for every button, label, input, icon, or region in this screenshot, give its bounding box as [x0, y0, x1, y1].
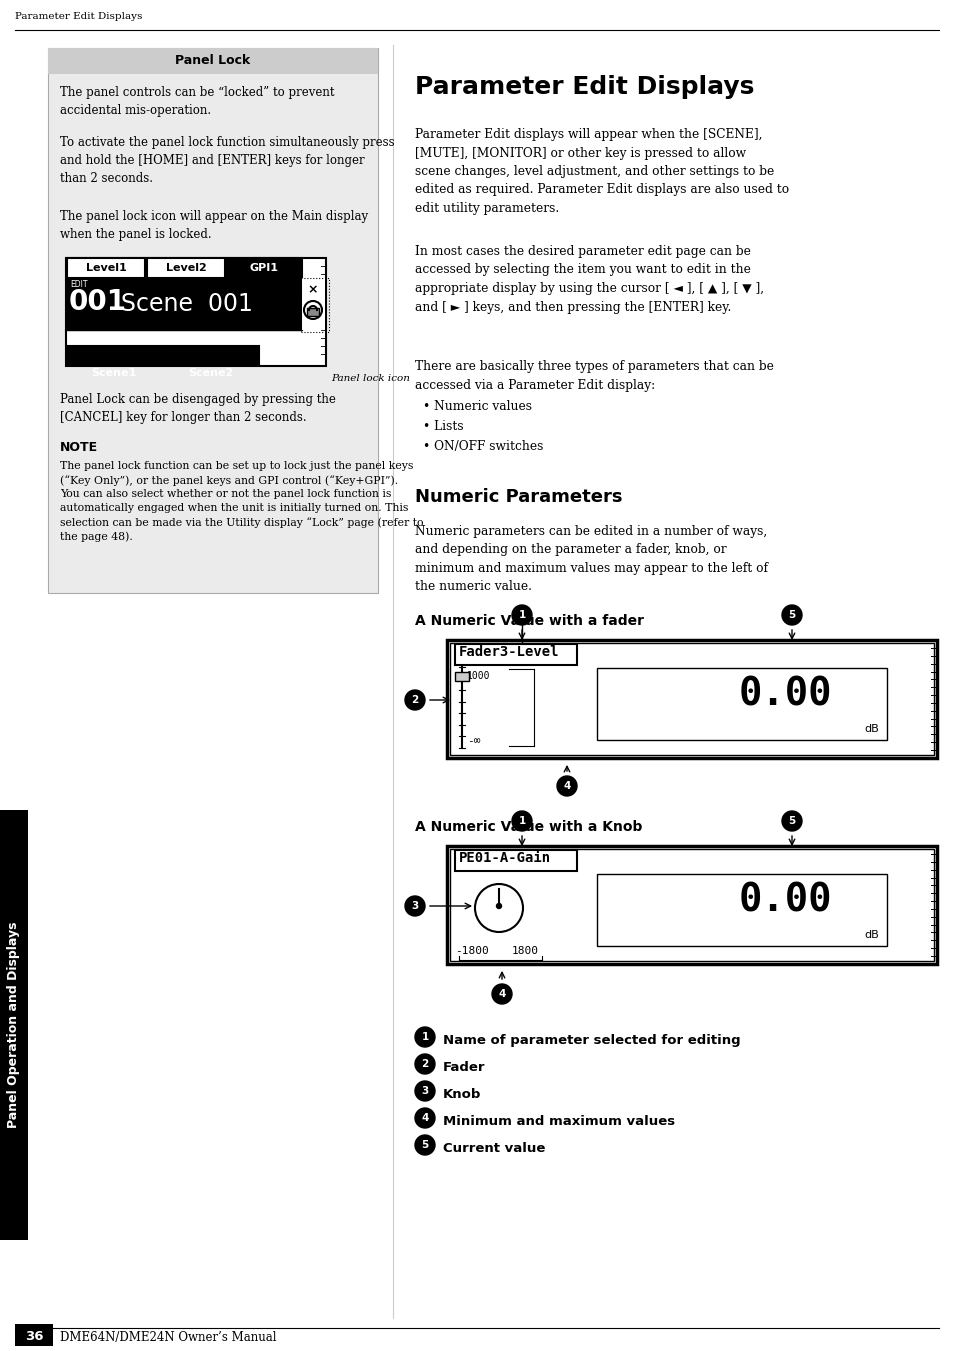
Text: Current value: Current value: [442, 1142, 545, 1155]
Bar: [447, 640, 936, 758]
Bar: [307, 308, 318, 316]
Bar: [0, 811, 28, 1240]
Circle shape: [304, 301, 322, 319]
Text: 5: 5: [787, 816, 795, 825]
Text: Fader: Fader: [442, 1061, 485, 1074]
Text: The panel lock function can be set up to lock just the panel keys
(“Key Only”), : The panel lock function can be set up to…: [60, 461, 423, 542]
Text: Scene  001: Scene 001: [121, 292, 253, 316]
Text: 0.00: 0.00: [738, 882, 831, 920]
Circle shape: [512, 605, 532, 626]
Bar: [597, 874, 886, 946]
Text: 5: 5: [421, 1140, 428, 1150]
Text: • Lists: • Lists: [422, 420, 463, 434]
Circle shape: [557, 775, 577, 796]
Circle shape: [415, 1054, 435, 1074]
Bar: [227, 258, 302, 278]
Text: 1: 1: [517, 611, 525, 620]
Bar: [48, 49, 377, 74]
Circle shape: [475, 884, 522, 932]
Bar: [67, 258, 145, 278]
Bar: [302, 278, 325, 330]
Bar: [67, 278, 302, 330]
Bar: [147, 258, 225, 278]
Text: Panel Operation and Displays: Panel Operation and Displays: [8, 921, 20, 1128]
Bar: [450, 848, 933, 961]
Text: Level1: Level1: [86, 263, 126, 273]
Text: -1800: -1800: [455, 946, 488, 957]
Text: Level2: Level2: [166, 263, 206, 273]
Text: Minimum and maximum values: Minimum and maximum values: [442, 1115, 675, 1128]
Text: To activate the panel lock function simultaneously press
and hold the [HOME] and: To activate the panel lock function simu…: [60, 136, 395, 185]
Text: 2: 2: [421, 1059, 428, 1069]
Text: ×: ×: [308, 282, 318, 296]
Text: 1: 1: [517, 816, 525, 825]
Text: The panel controls can be “locked” to prevent
accidental mis-operation.: The panel controls can be “locked” to pr…: [60, 86, 335, 118]
Bar: [597, 667, 886, 740]
Text: 4: 4: [562, 781, 570, 790]
Circle shape: [415, 1081, 435, 1101]
Text: Panel lock icon: Panel lock icon: [331, 374, 410, 382]
Text: The panel lock icon will appear on the Main display
when the panel is locked.: The panel lock icon will appear on the M…: [60, 209, 368, 240]
Text: Scene2: Scene2: [188, 367, 233, 378]
Text: A Numeric Value with a Knob: A Numeric Value with a Knob: [415, 820, 641, 834]
Text: dB: dB: [863, 929, 878, 940]
Circle shape: [781, 605, 801, 626]
Circle shape: [496, 904, 501, 908]
Text: Parameter Edit Displays: Parameter Edit Displays: [415, 76, 754, 99]
Text: 0.00: 0.00: [738, 676, 831, 713]
Text: GPI1: GPI1: [250, 263, 278, 273]
Bar: [455, 644, 577, 665]
Bar: [447, 846, 936, 965]
Text: Knob: Knob: [442, 1088, 481, 1101]
Text: 2: 2: [411, 694, 418, 705]
Circle shape: [415, 1135, 435, 1155]
Text: NOTE: NOTE: [60, 440, 98, 454]
Text: dB: dB: [863, 724, 878, 734]
Circle shape: [512, 811, 532, 831]
Bar: [301, 278, 329, 332]
Text: • Numeric values: • Numeric values: [422, 400, 532, 413]
Bar: [455, 850, 577, 871]
Text: 1000: 1000: [467, 671, 490, 681]
Circle shape: [492, 984, 512, 1004]
Text: Numeric parameters can be edited in a number of ways,
and depending on the param: Numeric parameters can be edited in a nu…: [415, 526, 767, 593]
Text: 4: 4: [497, 989, 505, 998]
Text: Panel Lock can be disengaged by pressing the
[CANCEL] key for longer than 2 seco: Panel Lock can be disengaged by pressing…: [60, 393, 335, 424]
Circle shape: [781, 811, 801, 831]
Text: In most cases the desired parameter edit page can be
accessed by selecting the i: In most cases the desired parameter edit…: [415, 245, 763, 313]
Text: Parameter Edit displays will appear when the [SCENE],
[MUTE], [MONITOR] or other: Parameter Edit displays will appear when…: [415, 128, 788, 215]
Text: 3: 3: [421, 1086, 428, 1096]
Bar: [66, 258, 326, 366]
Bar: [450, 643, 933, 755]
Circle shape: [415, 1027, 435, 1047]
Text: Numeric Parameters: Numeric Parameters: [415, 488, 622, 507]
Text: EDIT: EDIT: [70, 280, 88, 289]
Circle shape: [415, 1108, 435, 1128]
Text: Panel Lock: Panel Lock: [175, 54, 251, 68]
Bar: [455, 671, 469, 681]
Bar: [48, 49, 377, 593]
Text: 001: 001: [69, 288, 127, 316]
Text: 5: 5: [787, 611, 795, 620]
Bar: [164, 346, 258, 363]
Text: Parameter Edit Displays: Parameter Edit Displays: [15, 12, 142, 22]
Circle shape: [405, 896, 424, 916]
Text: Scene1: Scene1: [91, 367, 136, 378]
Text: Fader3-Level: Fader3-Level: [458, 644, 558, 659]
Bar: [15, 1324, 53, 1346]
Text: There are basically three types of parameters that can be
accessed via a Paramet: There are basically three types of param…: [415, 359, 773, 392]
Text: 3: 3: [411, 901, 418, 911]
Text: Name of parameter selected for editing: Name of parameter selected for editing: [442, 1034, 740, 1047]
Text: PE01-A-Gain: PE01-A-Gain: [458, 851, 551, 865]
Text: • ON/OFF switches: • ON/OFF switches: [422, 440, 543, 453]
Text: 1: 1: [421, 1032, 428, 1042]
Text: A Numeric Value with a fader: A Numeric Value with a fader: [415, 613, 643, 628]
Text: DME64N/DME24N Owner’s Manual: DME64N/DME24N Owner’s Manual: [60, 1331, 276, 1343]
Text: 4: 4: [421, 1113, 428, 1123]
Text: 36: 36: [25, 1331, 43, 1343]
Text: 1800: 1800: [512, 946, 538, 957]
Text: -∞: -∞: [467, 736, 480, 746]
Bar: [67, 346, 162, 363]
Circle shape: [405, 690, 424, 711]
